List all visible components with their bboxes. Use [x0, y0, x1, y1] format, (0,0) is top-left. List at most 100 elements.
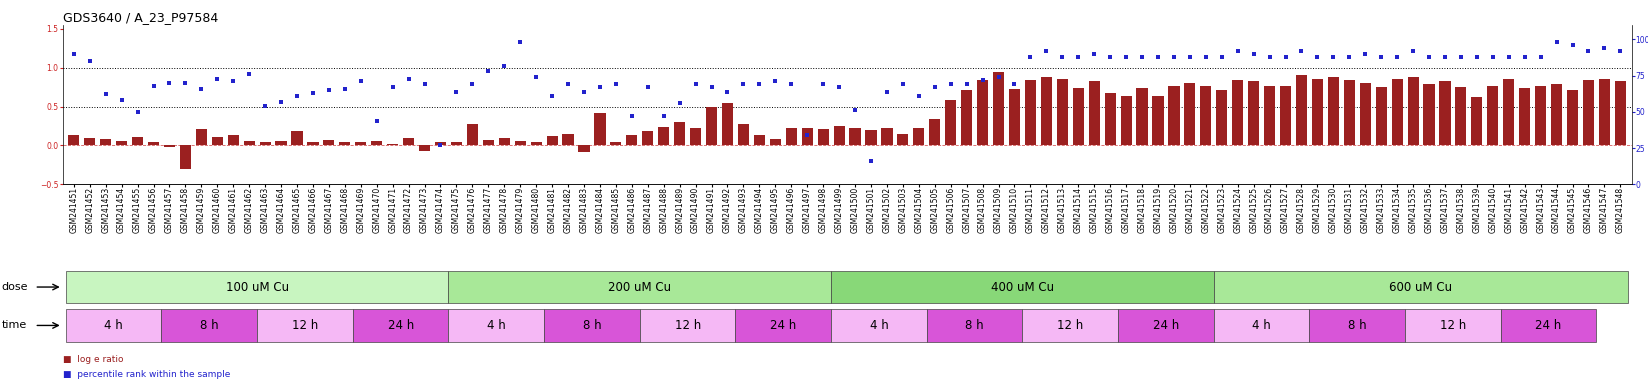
Point: [699, 84, 725, 90]
Bar: [562, 134, 574, 146]
Point: [316, 87, 343, 93]
Text: 4 h: 4 h: [870, 319, 888, 332]
Point: [1241, 51, 1267, 57]
Point: [157, 80, 183, 86]
Bar: [1200, 86, 1211, 146]
Text: 4 h: 4 h: [1252, 319, 1271, 332]
Point: [331, 86, 358, 92]
Point: [1160, 54, 1187, 60]
Bar: [1137, 88, 1147, 146]
Text: 8 h: 8 h: [966, 319, 984, 332]
Text: GDS3640 / A_23_P97584: GDS3640 / A_23_P97584: [63, 11, 218, 24]
Point: [1447, 54, 1473, 60]
Bar: [994, 72, 1004, 146]
Text: 24 h: 24 h: [387, 319, 414, 332]
Bar: [1264, 86, 1276, 146]
Text: 12 h: 12 h: [1440, 319, 1467, 332]
Text: 24 h: 24 h: [770, 319, 796, 332]
Point: [140, 83, 166, 89]
Point: [1289, 48, 1315, 54]
Bar: [544, 309, 639, 342]
Bar: [68, 135, 79, 146]
Bar: [148, 142, 160, 146]
Text: 200 uM Cu: 200 uM Cu: [608, 281, 671, 293]
Bar: [483, 140, 494, 146]
Point: [443, 89, 470, 95]
Point: [1432, 54, 1458, 60]
Point: [269, 99, 295, 105]
Bar: [1152, 96, 1163, 146]
Point: [938, 81, 964, 88]
Bar: [466, 124, 478, 146]
Text: ■  log e ratio: ■ log e ratio: [63, 354, 124, 364]
Bar: [578, 146, 590, 152]
Bar: [1519, 88, 1531, 146]
Bar: [735, 309, 831, 342]
Bar: [610, 142, 621, 146]
Bar: [626, 134, 638, 146]
Point: [651, 113, 677, 119]
Bar: [419, 146, 430, 151]
Bar: [101, 139, 112, 146]
Point: [921, 84, 948, 90]
Bar: [1343, 80, 1355, 146]
Bar: [817, 129, 829, 146]
Point: [508, 39, 534, 45]
Point: [618, 113, 644, 119]
Bar: [1168, 86, 1180, 146]
Text: 12 h: 12 h: [1056, 319, 1083, 332]
Point: [283, 93, 310, 99]
Point: [460, 81, 486, 88]
Point: [826, 84, 852, 90]
Bar: [404, 138, 414, 146]
Point: [570, 89, 597, 95]
Point: [634, 84, 661, 90]
Text: 600 uM Cu: 600 uM Cu: [1389, 281, 1452, 293]
Bar: [1534, 86, 1546, 146]
Point: [379, 84, 405, 90]
Text: 12 h: 12 h: [292, 319, 318, 332]
Bar: [211, 137, 222, 146]
Bar: [452, 142, 461, 146]
Bar: [1310, 309, 1406, 342]
Point: [730, 81, 756, 88]
Point: [1544, 39, 1571, 45]
Point: [1416, 54, 1442, 60]
Point: [873, 89, 900, 95]
Point: [842, 108, 868, 114]
Point: [522, 74, 549, 80]
Bar: [180, 146, 191, 169]
Bar: [1391, 79, 1402, 146]
Point: [809, 81, 836, 88]
Bar: [961, 90, 972, 146]
Bar: [356, 142, 366, 146]
Bar: [514, 141, 526, 146]
Bar: [1406, 309, 1501, 342]
Point: [1559, 42, 1585, 48]
Bar: [1424, 84, 1435, 146]
Bar: [786, 128, 798, 146]
Point: [587, 84, 613, 90]
Point: [76, 58, 102, 64]
Point: [890, 81, 916, 88]
Bar: [738, 124, 748, 146]
Bar: [929, 119, 941, 146]
Point: [236, 71, 262, 77]
Point: [714, 89, 740, 95]
Bar: [882, 128, 893, 146]
Point: [491, 63, 517, 69]
Bar: [531, 142, 542, 146]
Bar: [658, 127, 669, 146]
Bar: [1042, 77, 1051, 146]
Point: [1208, 54, 1234, 60]
Point: [986, 74, 1012, 80]
Bar: [66, 271, 448, 303]
Bar: [722, 103, 733, 146]
Bar: [1121, 96, 1132, 146]
Point: [747, 81, 773, 88]
Point: [300, 90, 326, 96]
Bar: [1439, 81, 1450, 146]
Bar: [371, 141, 382, 146]
Bar: [865, 130, 877, 146]
Bar: [1551, 84, 1562, 146]
